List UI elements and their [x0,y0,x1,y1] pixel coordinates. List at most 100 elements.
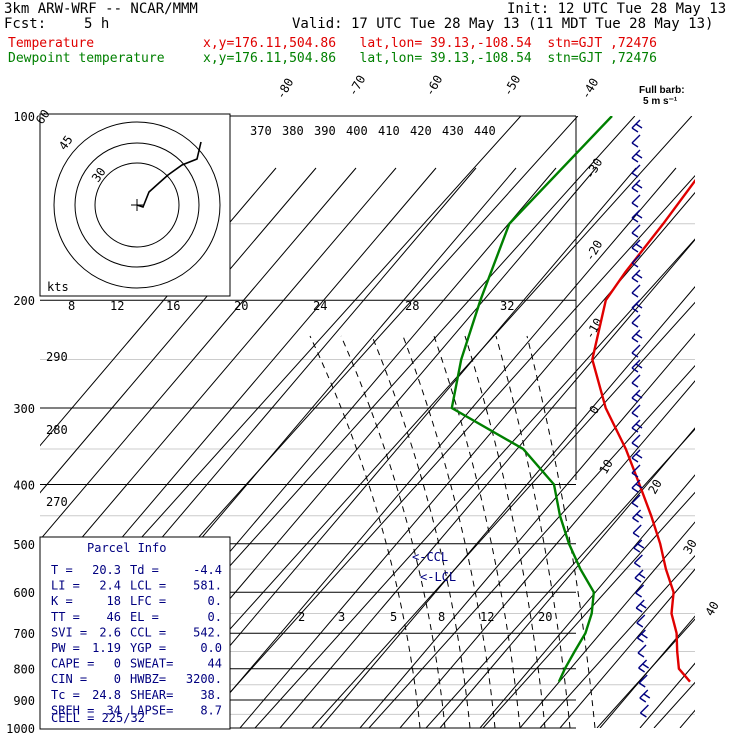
wind-barb [631,419,643,433]
hodograph-ring-middle [74,142,200,268]
temperature-label--60: -60 [422,73,445,99]
wind-barb-staff [636,614,646,624]
mixing-ratio-mid-20: 20 [234,299,248,313]
pressure-label-900: 900 [13,694,35,708]
wind-barb-flag [632,517,639,523]
wind-barb-flag [631,337,639,343]
wind-barb-staff [632,524,642,534]
wind-barb [631,449,643,463]
mixing-ratio-low-8: 8 [438,610,445,624]
parcel-row-3-value1: 46 [107,610,121,624]
wind-barb-flag [631,217,639,223]
dewpoint-info: x,y=176.11,504.86 lat,lon= 39.13,-108.54… [203,51,657,66]
wind-barb [633,539,645,553]
wind-barb-staff [633,554,643,564]
wind-barb-flag [634,577,642,583]
isotherm--40 [311,301,695,728]
temperature-label--20: -20 [582,238,605,264]
wind-barb-flag [635,483,643,489]
isotherm--50 [254,238,695,728]
wind-barb-flag [631,157,639,163]
parcel-title: Parcel Info [87,541,166,555]
parcel-row-6-value1: 0 [114,657,121,671]
wind-barb [631,254,641,268]
wind-barb-flag [635,363,643,369]
wind-barb-staff [637,644,647,654]
parcel-row-6-label2: SWEAT= [130,657,173,671]
moist-adiabat-4 [433,335,521,728]
temperature-label--40: -40 [578,76,601,102]
theta-label-390: 390 [314,124,336,138]
moist-adiabat-1 [340,335,446,728]
wind-key-line2: 5 m s⁻¹ [643,96,678,107]
wind-barb-flag [642,663,649,669]
dry-adiabat-14 [359,333,695,728]
wind-barb-flag [631,352,639,358]
wind-barb [631,239,643,253]
parcel-row-1-value2: 581. [193,579,222,593]
parcel-row-3-value2: 0. [208,610,222,624]
wind-barb [637,644,647,658]
wind-barb-flag [635,183,643,189]
wind-barb-flag [635,303,643,309]
dry-adiabat-18 [519,521,695,728]
wind-barb-staff [631,194,641,204]
wind-barb-flag [631,247,639,253]
parcel-row-3-label2: EL = [130,610,159,624]
hodograph-ring-label-45: 45 [56,133,76,153]
parcel-row-4-value2: 542. [193,625,222,639]
wind-barb-flag [635,333,643,339]
hodograph-ring-inner [94,162,180,248]
temperature-label--80: -80 [273,76,296,102]
parcel-row-6-value2: 44 [208,657,222,671]
wind-barb-flag [635,453,643,459]
dry-adiabat-10 [199,167,677,728]
isotherm--60 [197,175,695,728]
theta-label-380: 380 [282,124,304,138]
wind-barb-flag [635,393,643,399]
parcel-row-0-label2: Td = [130,563,159,577]
hodograph-ring-label-30: 30 [89,165,109,185]
isotherm--30 [368,365,695,728]
wind-barb-flag [635,592,642,598]
forecast-value: 5 h [84,16,110,32]
pressure-label-500: 500 [13,538,35,552]
pressure-label-800: 800 [13,663,35,677]
hodograph-trace [136,141,202,208]
pressure-label-400: 400 [13,478,35,492]
wind-barb-flag [631,367,639,373]
dry-adiabat-15 [399,380,695,728]
wind-barb [631,179,643,193]
parcel-row-9-label1: SREH = [51,703,94,717]
parcel-row-2-value1: 18 [107,594,121,608]
wind-barb [635,584,645,598]
wind-barb-flag [633,547,641,553]
theta-label-400: 400 [346,124,368,138]
wind-barb-flag [631,472,639,478]
wind-barb [638,659,649,673]
mixing-ratio-low-3: 3 [338,610,345,624]
parcel-row-7-label1: CIN = [51,672,87,686]
wind-barb-flag [639,697,647,703]
wind-barb-flag [631,397,639,403]
wind-barb-flag [631,457,639,463]
ccl-marker: <-CCL [412,550,448,564]
wind-barb-staff [631,314,641,324]
moist-adiabat-5 [464,335,546,728]
wind-barb [631,284,641,298]
wind-barb [639,689,651,703]
pressure-label-300: 300 [13,402,35,416]
wind-barb [631,314,641,328]
wind-barb-staff [631,344,641,354]
parcel-row-4-value1: 2.6 [99,625,121,639]
wind-barb-flag [637,543,645,549]
parcel-row-1-label1: LI = [51,579,80,593]
parcel-row-9-value2: 8.7 [200,703,222,717]
wind-barb-flag [631,292,639,298]
wind-barb-flag [635,213,643,219]
wind-barb [636,614,646,628]
init-time: Init: 12 UTC Tue 28 May 13 [507,1,727,17]
parcel-row-3-label1: TT = [51,610,80,624]
mixing-ratio-mid-8: 8 [68,299,75,313]
wind-barb-flag [640,712,647,718]
